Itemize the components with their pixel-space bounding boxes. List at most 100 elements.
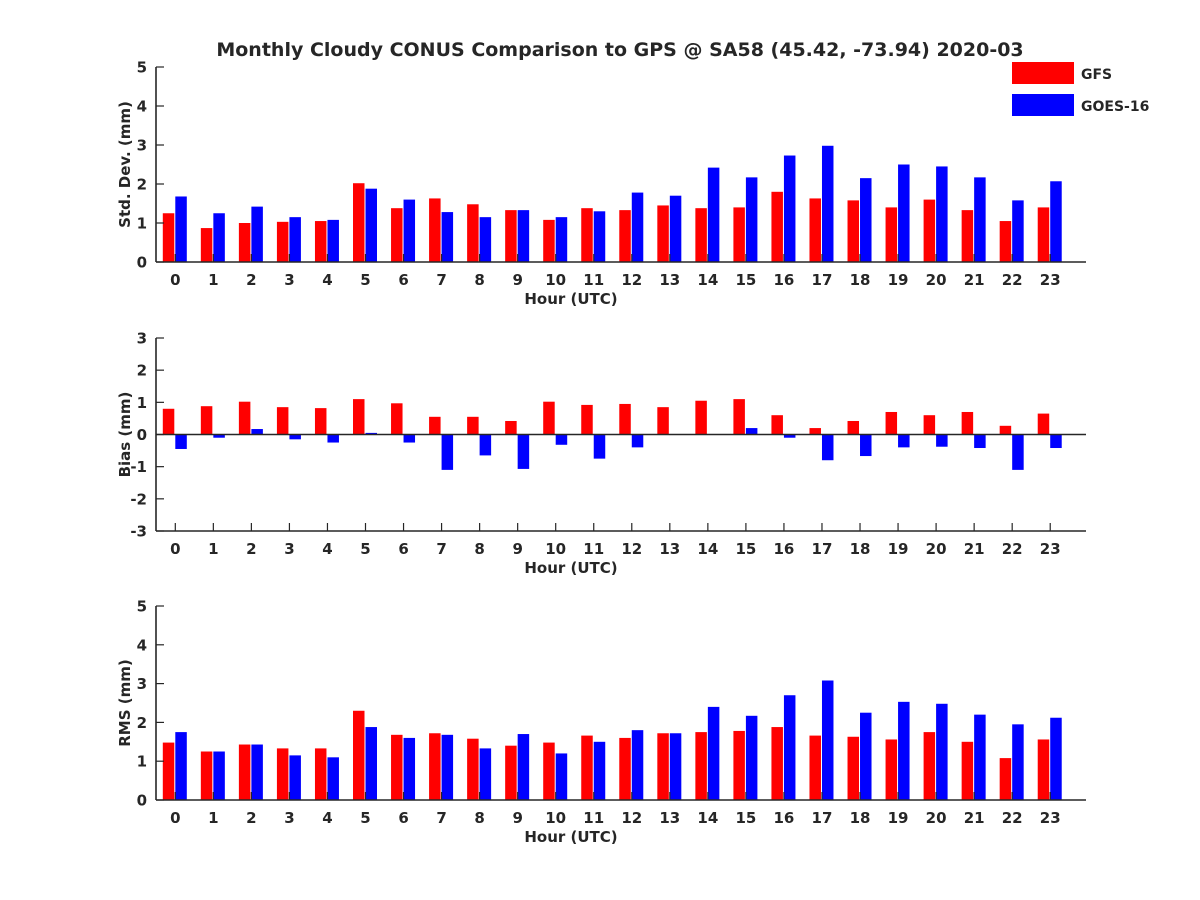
- bar-gfs-hour-17: [809, 198, 821, 262]
- bar-goes-16-hour-21: [974, 434, 986, 449]
- bar-goes-16-hour-19: [898, 434, 910, 448]
- x-tick-label: 3: [284, 271, 294, 289]
- x-tick-label: 23: [1040, 809, 1061, 827]
- bar-gfs-hour-3: [276, 748, 289, 800]
- bar-goes-16-hour-5: [365, 727, 377, 800]
- bar-gfs-hour-10: [543, 401, 555, 435]
- bar-goes-16-hour-11: [593, 211, 606, 262]
- bar-goes-16-hour-20: [936, 166, 948, 262]
- bar-goes-16-hour-21: [974, 177, 986, 262]
- bar-gfs-hour-18: [847, 420, 860, 435]
- x-tick-label: 3: [284, 540, 294, 558]
- bar-gfs-hour-2: [238, 401, 251, 435]
- bar-gfs-hour-0: [162, 213, 175, 262]
- x-tick-label: 4: [322, 540, 332, 558]
- bar-goes-16-hour-20: [936, 703, 948, 800]
- x-axis-label: Hour (UTC): [524, 290, 617, 308]
- y-tick-label: -1: [130, 458, 147, 476]
- bar-gfs-hour-7: [429, 733, 441, 800]
- bar-goes-16-hour-7: [441, 734, 454, 800]
- x-tick-label: 13: [659, 809, 680, 827]
- bar-goes-16-hour-15: [745, 428, 758, 435]
- x-tick-label: 6: [398, 271, 408, 289]
- bar-gfs-hour-23: [1037, 207, 1050, 262]
- bar-goes-16-hour-16: [783, 434, 796, 438]
- bar-goes-16-hour-10: [555, 753, 568, 800]
- bar-goes-16-hour-13: [669, 733, 682, 800]
- bar-goes-16-hour-22: [1012, 724, 1024, 800]
- legend-label-gfs: GFS: [1081, 67, 1112, 83]
- bar-gfs-hour-6: [391, 734, 403, 800]
- bar-goes-16-hour-12: [631, 192, 644, 262]
- bar-goes-16-hour-3: [289, 434, 301, 440]
- x-tick-label: 5: [360, 809, 370, 827]
- x-tick-label: 17: [812, 540, 833, 558]
- x-tick-label: 22: [1002, 809, 1023, 827]
- bar-gfs-hour-1: [200, 228, 213, 262]
- bar-goes-16-hour-2: [251, 429, 263, 435]
- bar-gfs-hour-13: [657, 733, 669, 800]
- bar-gfs-hour-4: [314, 748, 327, 800]
- y-tick-label: 5: [137, 598, 147, 616]
- bar-gfs-hour-19: [885, 207, 898, 262]
- bar-goes-16-hour-19: [898, 164, 910, 262]
- x-tick-label: 15: [735, 271, 756, 289]
- x-tick-label: 14: [697, 271, 718, 289]
- x-axis-label: Hour (UTC): [524, 559, 617, 577]
- bar-goes-16-hour-0: [175, 732, 187, 800]
- y-axis-label: RMS (mm): [116, 659, 134, 746]
- bar-gfs-hour-15: [733, 399, 745, 435]
- bar-gfs-hour-12: [619, 737, 631, 800]
- bar-goes-16-hour-0: [175, 434, 187, 449]
- bar-goes-16-hour-6: [403, 737, 416, 800]
- bar-gfs-hour-7: [429, 416, 441, 435]
- x-tick-label: 19: [888, 271, 909, 289]
- x-tick-label: 16: [774, 271, 795, 289]
- bar-goes-16-hour-11: [593, 741, 606, 800]
- bar-gfs-hour-5: [353, 399, 365, 435]
- y-tick-label: 4: [137, 98, 147, 116]
- bar-goes-16-hour-15: [745, 177, 758, 262]
- x-tick-label: 18: [850, 540, 871, 558]
- y-axis-label: Bias (mm): [116, 392, 134, 478]
- x-tick-label: 12: [621, 540, 642, 558]
- bar-gfs-hour-4: [314, 221, 327, 262]
- bar-goes-16-hour-18: [860, 712, 872, 800]
- bar-gfs-hour-20: [923, 199, 936, 262]
- bar-goes-16-hour-4: [327, 219, 339, 262]
- bar-goes-16-hour-7: [441, 212, 454, 262]
- x-tick-label: 0: [170, 271, 180, 289]
- x-tick-label: 11: [583, 809, 604, 827]
- bar-goes-16-hour-16: [783, 695, 796, 800]
- x-tick-label: 19: [888, 540, 909, 558]
- x-tick-label: 0: [170, 540, 180, 558]
- x-tick-label: 1: [208, 540, 218, 558]
- bar-gfs-hour-16: [771, 415, 783, 435]
- bar-goes-16-hour-1: [213, 751, 225, 800]
- x-tick-label: 1: [208, 271, 218, 289]
- x-tick-label: 11: [583, 540, 604, 558]
- x-tick-label: 19: [888, 809, 909, 827]
- bar-gfs-hour-17: [809, 735, 821, 800]
- bar-goes-16-hour-18: [860, 434, 872, 457]
- bar-goes-16-hour-8: [479, 434, 492, 456]
- bar-gfs-hour-13: [657, 407, 669, 435]
- bar-gfs-hour-8: [467, 204, 479, 262]
- bar-goes-16-hour-14: [707, 167, 720, 262]
- bar-gfs-hour-3: [276, 407, 289, 435]
- bar-goes-16-hour-6: [403, 199, 416, 262]
- y-tick-label: 1: [137, 394, 147, 412]
- bar-goes-16-hour-3: [289, 217, 301, 262]
- bar-gfs-hour-11: [581, 735, 593, 800]
- x-tick-label: 7: [436, 540, 446, 558]
- bar-gfs-hour-22: [999, 758, 1012, 800]
- bar-goes-16-hour-2: [251, 744, 263, 800]
- bar-gfs-hour-13: [657, 205, 669, 262]
- bar-goes-16-hour-18: [860, 178, 872, 262]
- legend-swatch-gfs: [1012, 62, 1074, 84]
- bar-gfs-hour-23: [1037, 413, 1050, 435]
- x-tick-label: 0: [170, 809, 180, 827]
- bar-gfs-hour-2: [238, 744, 251, 800]
- bar-gfs-hour-18: [847, 736, 860, 800]
- x-tick-label: 10: [545, 540, 566, 558]
